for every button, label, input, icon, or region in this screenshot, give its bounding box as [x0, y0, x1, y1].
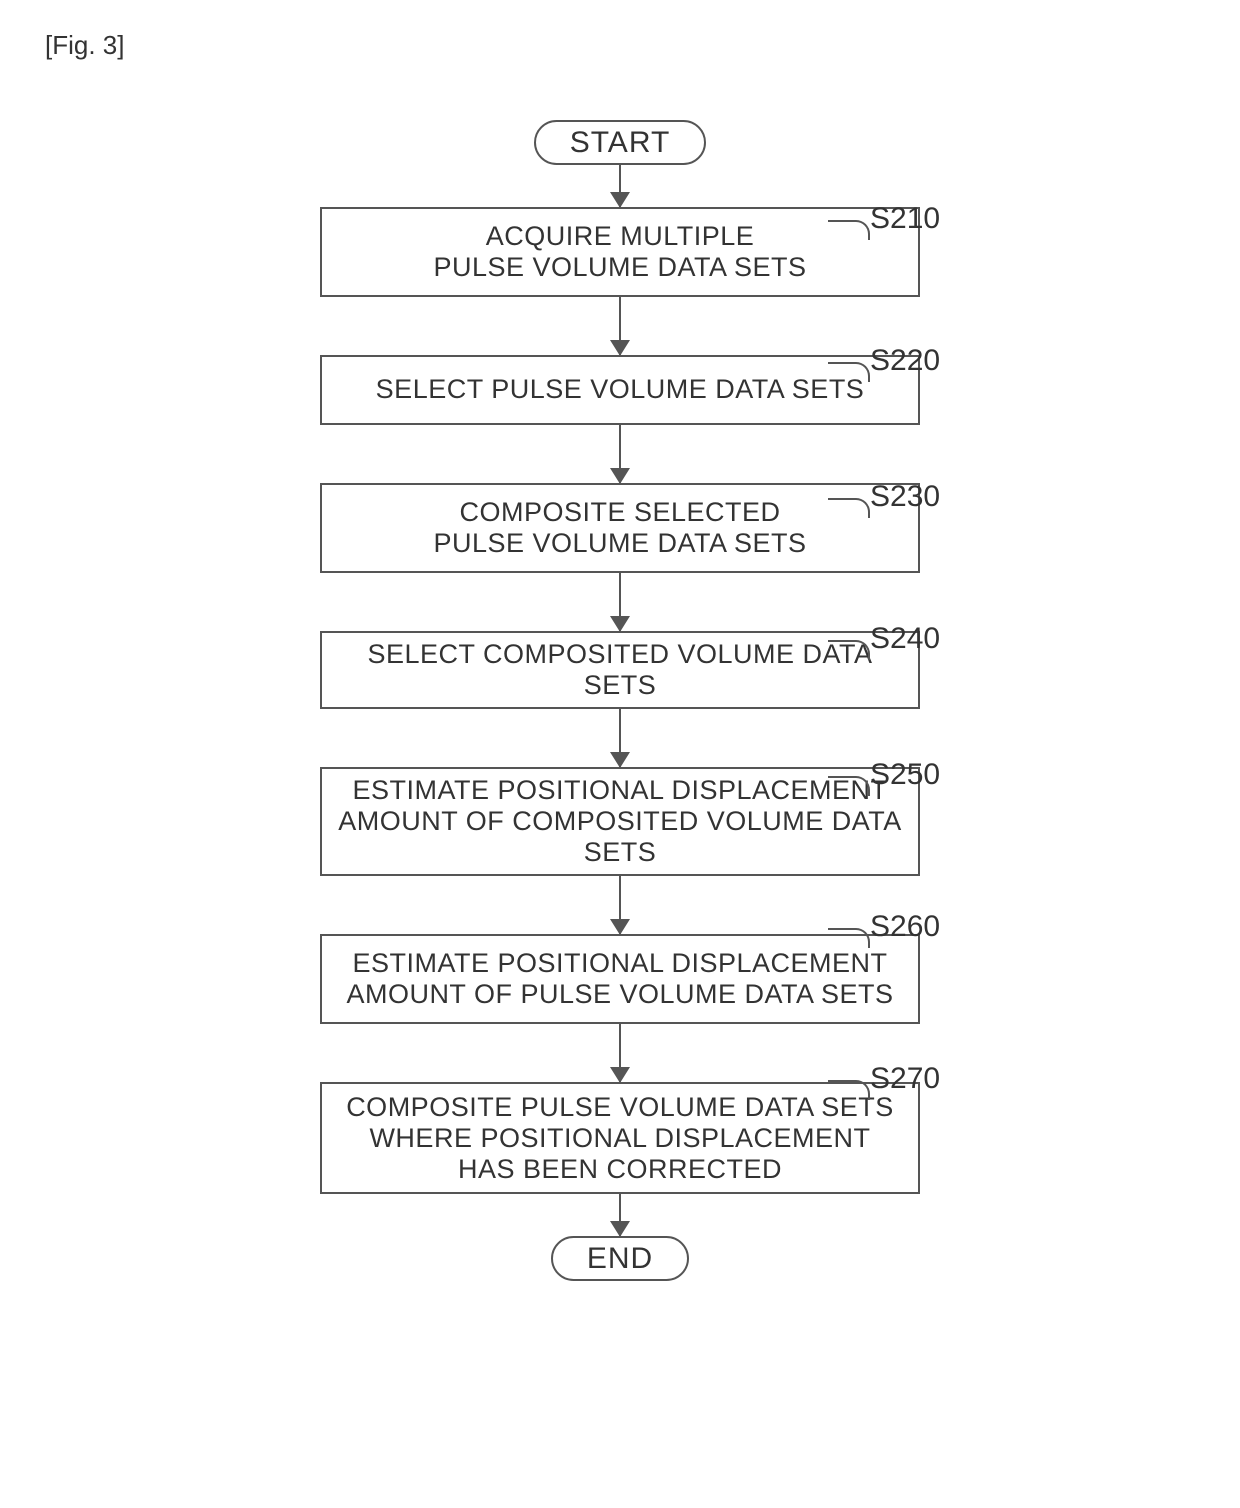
flowchart-column: START ACQUIRE MULTIPLEPULSE VOLUME DATA …: [320, 120, 920, 1281]
arrow: [619, 425, 621, 483]
process-text: ESTIMATE POSITIONAL DISPLACEMENTAMOUNT O…: [346, 948, 893, 1010]
label-connector: [828, 1080, 870, 1100]
arrow: [619, 709, 621, 767]
process-text: SELECT PULSE VOLUME DATA SETS: [376, 374, 865, 405]
step-label-s210: S210: [870, 202, 940, 236]
label-connector: [828, 928, 870, 948]
arrow: [619, 876, 621, 934]
arrow: [619, 297, 621, 355]
label-connector: [828, 776, 870, 796]
process-text: COMPOSITE SELECTEDPULSE VOLUME DATA SETS: [433, 497, 806, 559]
step-label-s270: S270: [870, 1062, 940, 1096]
process-text: COMPOSITE PULSE VOLUME DATA SETSWHERE PO…: [346, 1092, 894, 1185]
step-label-s240: S240: [870, 622, 940, 656]
terminal-end: END: [551, 1236, 689, 1281]
arrow: [619, 573, 621, 631]
arrow: [619, 1024, 621, 1082]
terminal-start: START: [534, 120, 707, 165]
process-text: ESTIMATE POSITIONAL DISPLACEMENTAMOUNT O…: [330, 775, 910, 868]
step-label-s230: S230: [870, 480, 940, 514]
label-connector: [828, 220, 870, 240]
label-connector: [828, 640, 870, 660]
step-label-s260: S260: [870, 910, 940, 944]
arrow: [619, 165, 621, 207]
process-text: ACQUIRE MULTIPLEPULSE VOLUME DATA SETS: [433, 221, 806, 283]
figure-label: [Fig. 3]: [45, 30, 124, 61]
label-connector: [828, 498, 870, 518]
step-label-s220: S220: [870, 344, 940, 378]
step-label-s250: S250: [870, 758, 940, 792]
label-connector: [828, 362, 870, 382]
process-step-s230: COMPOSITE SELECTEDPULSE VOLUME DATA SETS: [320, 483, 920, 573]
process-text: SELECT COMPOSITED VOLUME DATA SETS: [330, 639, 910, 701]
arrow: [619, 1194, 621, 1236]
